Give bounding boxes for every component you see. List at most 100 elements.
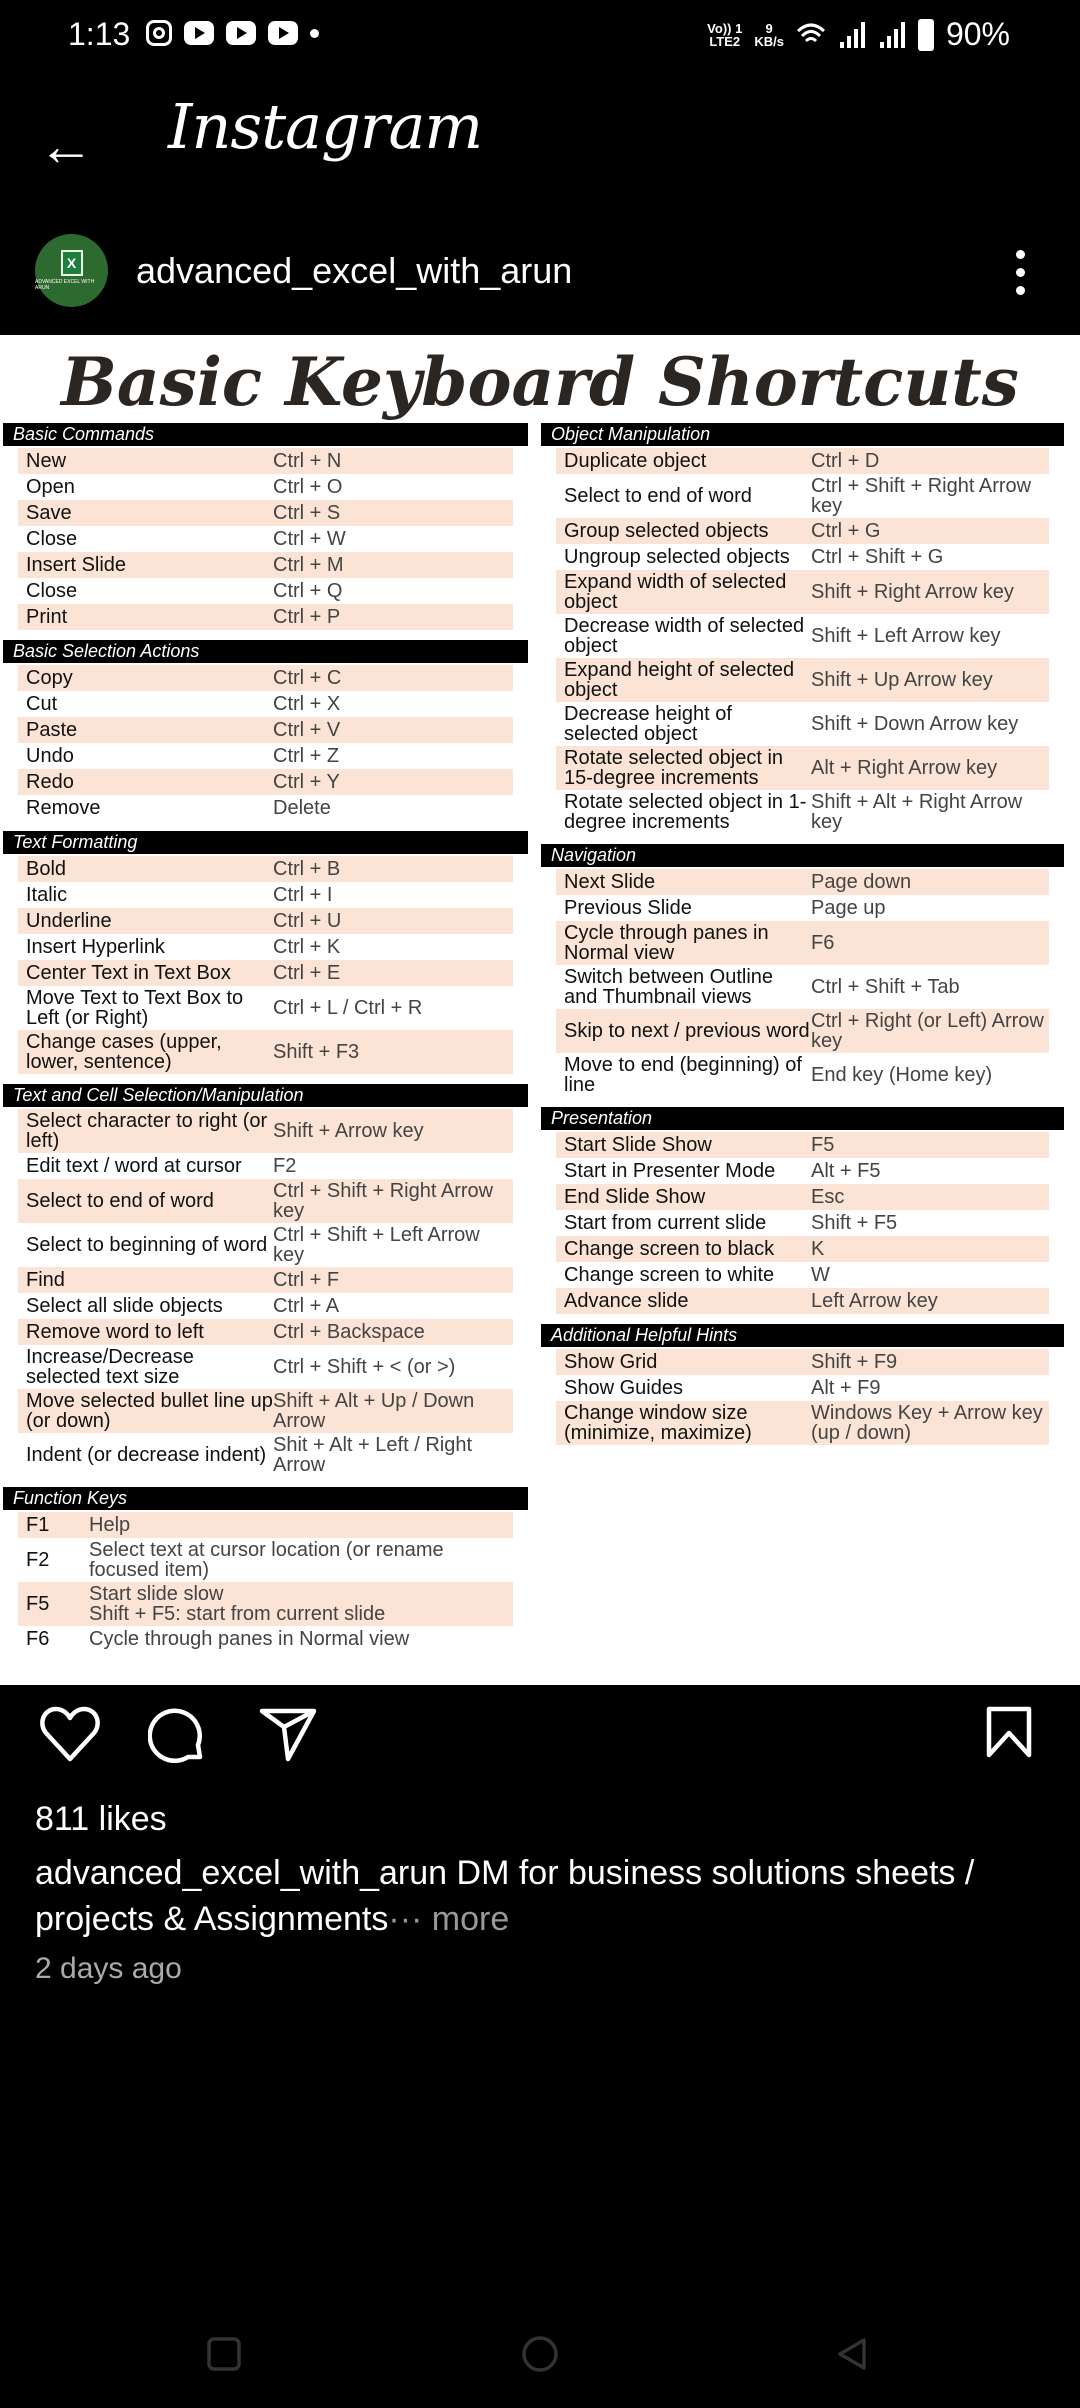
shortcut-keys: Ctrl + Shift + Left Arrow key: [273, 1224, 480, 1266]
shortcut-keys: Ctrl + W: [273, 528, 346, 550]
shortcut-row: Close Ctrl + Q: [18, 578, 513, 604]
shortcut-keys: Ctrl + A: [273, 1295, 340, 1317]
shortcut-keys: Help: [89, 1514, 131, 1536]
shortcut-keys: Shift + Down Arrow key: [811, 713, 1019, 735]
avatar[interactable]: X ADVANCED EXCEL WITH ARUN: [35, 234, 108, 307]
shortcut-row: Print Ctrl + P: [18, 604, 513, 630]
shortcut-keys: Ctrl + V: [273, 719, 341, 741]
shortcut-section: Basic Selection Actions Copy Ctrl + C Cut Ct…: [3, 640, 528, 821]
caption-username[interactable]: advanced_excel_with_arun: [35, 1854, 448, 1892]
shortcut-row: New Ctrl + N: [18, 448, 513, 474]
shortcut-row: Select to end of word Ctrl + Shift + Righ…: [18, 1179, 513, 1223]
instagram-notification-icon: [146, 20, 172, 46]
action-label: Expand height of selected object: [564, 659, 795, 701]
shortcut-keys: Ctrl + Backspace: [273, 1321, 425, 1343]
shortcut-row: Undo Ctrl + Z: [18, 743, 513, 769]
action-label: Find: [26, 1269, 65, 1291]
shortcut-keys: Cycle through panes in Normal view: [89, 1628, 410, 1650]
bookmark-icon[interactable]: [984, 1705, 1034, 1761]
action-label: Move Text to Text Box to Left (or Right): [26, 987, 244, 1029]
system-nav-bar: [0, 2330, 1080, 2380]
action-label: F5: [26, 1593, 50, 1615]
cheatsheet-title: Basic Keyboard Shortcuts: [61, 343, 1019, 421]
shortcut-row: Change cases (upper, lower, sentence) Shi…: [18, 1030, 513, 1074]
shortcut-keys: Ctrl + K: [273, 936, 341, 958]
shortcut-row: Move Text to Text Box to Left (or Right)…: [18, 986, 513, 1030]
caption: advanced_excel_with_arun DM for business…: [35, 1850, 1055, 1942]
section-header: Text and Cell Selection/Manipulation: [3, 1084, 528, 1107]
action-label: F1: [26, 1514, 50, 1536]
shortcut-keys: Esc: [811, 1186, 845, 1208]
shortcut-keys: Ctrl + X: [273, 693, 341, 715]
action-label: Underline: [26, 910, 112, 932]
shortcut-row: Select all slide objects Ctrl + A: [18, 1293, 513, 1319]
shortcut-keys: Ctrl + Q: [273, 580, 343, 602]
action-label: Cut: [26, 693, 58, 715]
status-bar: 1:13 Vo)) 1 LTE2 9 KB/s 90%: [0, 0, 1080, 70]
network-speed: 9 KB/s: [754, 20, 784, 49]
shortcut-row: Insert Slide Ctrl + M: [18, 552, 513, 578]
more-link[interactable]: ··· more: [388, 1900, 510, 1938]
shortcut-row: Decrease height of selected object Shift …: [556, 702, 1049, 746]
shortcut-keys: Ctrl + L / Ctrl + R: [273, 997, 423, 1019]
action-label: Insert Slide: [26, 554, 127, 576]
youtube-notification-icon: [184, 21, 214, 45]
shortcut-keys: Alt + F9: [811, 1377, 881, 1399]
action-label: Print: [26, 606, 68, 628]
excel-logo-icon: X: [60, 250, 83, 276]
shortcut-row: Move selected bullet line up (or down) Sh…: [18, 1389, 513, 1433]
recents-icon[interactable]: [206, 2336, 242, 2372]
action-label: Copy: [26, 667, 73, 689]
shortcut-section: Additional Helpful Hints Show Grid Shift +…: [541, 1324, 1064, 1445]
comment-icon[interactable]: [148, 1705, 210, 1767]
post-actions: [0, 1705, 1080, 1785]
action-label: Show Guides: [564, 1377, 683, 1399]
shortcut-keys: Shift + F3: [273, 1041, 360, 1063]
shortcut-keys: F5: [811, 1134, 835, 1156]
shortcut-keys: Alt + F5: [811, 1160, 881, 1182]
shortcut-row: Italic Ctrl + I: [18, 882, 513, 908]
action-label: Change cases (upper, lower, sentence): [26, 1031, 222, 1073]
action-label: Select all slide objects: [26, 1295, 223, 1317]
more-options-icon[interactable]: [1016, 250, 1028, 295]
shortcut-row: Find Ctrl + F: [18, 1267, 513, 1293]
shortcut-row: Center Text in Text Box Ctrl + E: [18, 960, 513, 986]
shortcut-keys: Shift + Left Arrow key: [811, 625, 1001, 647]
shortcut-section: Text Formatting Bold Ctrl + B Italic Ctrl + …: [3, 831, 528, 1074]
clock: 1:13: [68, 16, 131, 52]
shortcut-row: Select to beginning of word Ctrl + Shift …: [18, 1223, 513, 1267]
action-label: Close: [26, 528, 78, 550]
shortcut-keys: F2: [273, 1155, 297, 1177]
username[interactable]: advanced_excel_with_arun: [136, 250, 573, 291]
shortcut-row: Remove word to left Ctrl + Backspace: [18, 1319, 513, 1345]
shortcut-section: Function Keys F1 Help F2 Select text at curs…: [3, 1487, 528, 1652]
post-author-row: X ADVANCED EXCEL WITH ARUN advanced_excel…: [0, 232, 1080, 308]
shortcut-row: Group selected objects Ctrl + G: [556, 518, 1049, 544]
post-image: Basic Keyboard Shortcuts Basic Commands N…: [0, 335, 1080, 1685]
action-label: Previous Slide: [564, 897, 692, 919]
section-header: Basic Selection Actions: [3, 640, 528, 663]
shortcut-keys: Windows Key + Arrow key (up / down): [811, 1402, 1043, 1444]
shortcut-keys: Ctrl + O: [273, 476, 343, 498]
shortcut-keys: Shift + F5: [811, 1212, 898, 1234]
back-nav-icon[interactable]: [834, 2336, 870, 2372]
likes-count[interactable]: 811 likes: [35, 1800, 167, 1838]
shortcut-keys: Shift + Alt + Up / Down Arrow: [273, 1390, 475, 1432]
shortcut-keys: Left Arrow key: [811, 1290, 938, 1312]
action-label: Start Slide Show: [564, 1134, 712, 1156]
heart-icon[interactable]: [38, 1705, 102, 1765]
back-arrow-icon[interactable]: ←: [38, 114, 94, 177]
shortcut-row: Save Ctrl + S: [18, 500, 513, 526]
shortcut-row: F1 Help: [18, 1512, 513, 1538]
shortcut-keys: Ctrl + E: [273, 962, 341, 984]
shortcut-keys: Ctrl + Right (or Left) Arrow key: [811, 1010, 1044, 1052]
section-header: Function Keys: [3, 1487, 528, 1510]
share-icon[interactable]: [258, 1705, 320, 1765]
shortcut-keys: Shit + Alt + Left / Right Arrow: [273, 1434, 473, 1476]
action-label: Close: [26, 580, 78, 602]
signal-icon: [839, 21, 865, 48]
shortcut-row: Indent (or decrease indent) Shit + Alt + …: [18, 1433, 513, 1477]
shortcut-row: Redo Ctrl + Y: [18, 769, 513, 795]
shortcut-row: Rotate selected object in 15-degree incr…: [556, 746, 1049, 790]
home-icon[interactable]: [520, 2334, 560, 2374]
